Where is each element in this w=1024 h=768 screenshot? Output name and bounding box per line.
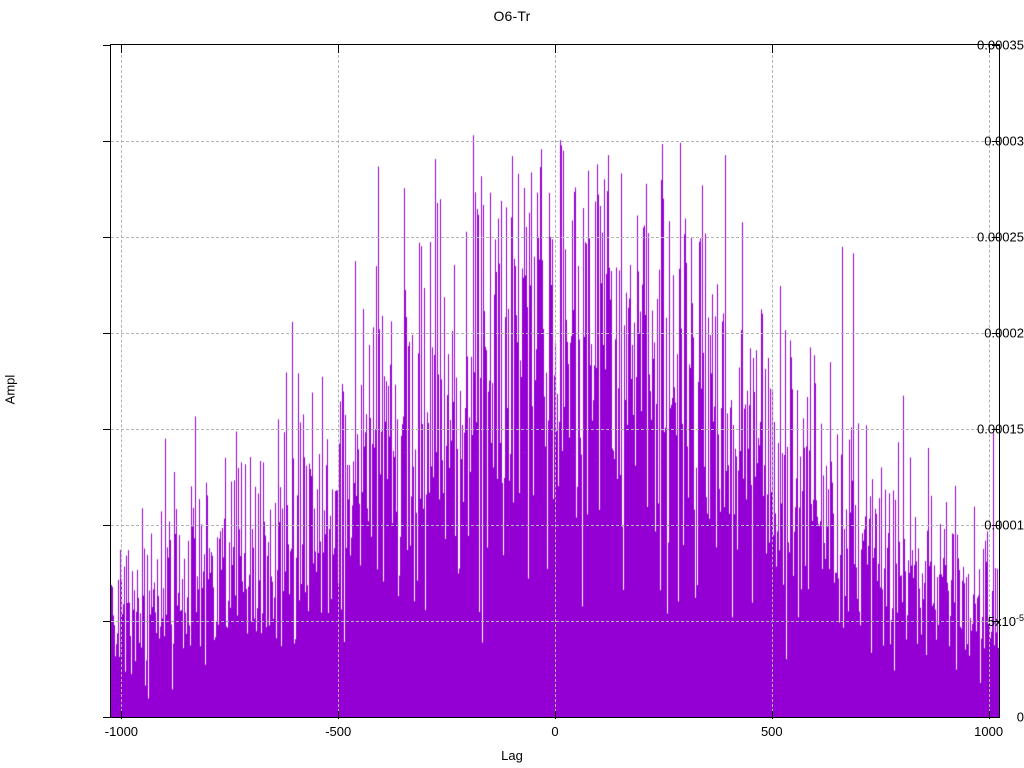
- y-tick-mark-right: [992, 333, 1000, 334]
- y-tick-mark: [103, 141, 111, 142]
- x-axis-label: Lag: [501, 748, 523, 763]
- y-tick-mark-right: [992, 717, 1000, 718]
- chart-title: O6-Tr: [493, 8, 531, 24]
- y-tick-label: 0.0003: [984, 133, 1024, 149]
- y-tick-label: 0.00035: [977, 37, 1024, 53]
- y-tick-mark: [103, 333, 111, 334]
- y-tick-mark-right: [992, 141, 1000, 142]
- x-tick-label: 500: [760, 724, 783, 739]
- gridline-vertical: [988, 45, 990, 717]
- y-tick-label: 0.0002: [984, 325, 1024, 341]
- y-tick-mark: [103, 429, 111, 430]
- y-tick-mark: [103, 237, 111, 238]
- x-tick-mark-top: [771, 45, 773, 53]
- y-tick-mark-right: [992, 525, 1000, 526]
- x-tick-mark: [771, 711, 773, 719]
- y-tick-label: 5x10-5: [987, 612, 1024, 630]
- x-tick-mark-top: [988, 45, 990, 53]
- x-tick-label: -1000: [104, 724, 139, 739]
- y-tick-label: 0.00015: [977, 421, 1024, 437]
- x-tick-mark: [988, 711, 990, 719]
- y-tick-mark: [103, 717, 111, 718]
- y-tick-mark-right: [992, 429, 1000, 430]
- x-tick-label: -500: [325, 724, 352, 739]
- x-tick-label: 0: [551, 724, 559, 739]
- gridline-vertical: [771, 45, 773, 717]
- x-tick-mark: [121, 711, 123, 719]
- y-tick-mark: [103, 525, 111, 526]
- y-tick-label: 0.0001: [984, 517, 1024, 533]
- gridline-vertical: [555, 45, 556, 717]
- y-tick-label: 0.00025: [977, 229, 1024, 245]
- x-tick-mark-top: [555, 45, 556, 53]
- x-tick-mark-top: [338, 45, 340, 53]
- x-tick-mark: [338, 711, 340, 719]
- y-tick-mark-right: [992, 45, 1000, 46]
- y-tick-mark: [103, 621, 111, 622]
- y-tick-label: 0: [1016, 709, 1024, 725]
- y-tick-mark: [103, 45, 111, 46]
- y-axis-label: Ampl: [2, 374, 18, 405]
- gridline-vertical: [121, 45, 123, 717]
- y-tick-mark-right: [992, 237, 1000, 238]
- gridline-vertical: [338, 45, 340, 717]
- x-tick-label: 1000: [974, 724, 1004, 739]
- x-tick-mark-top: [121, 45, 123, 53]
- plot-area: [110, 44, 1000, 718]
- y-tick-mark-right: [992, 621, 1000, 622]
- x-tick-mark: [555, 711, 556, 719]
